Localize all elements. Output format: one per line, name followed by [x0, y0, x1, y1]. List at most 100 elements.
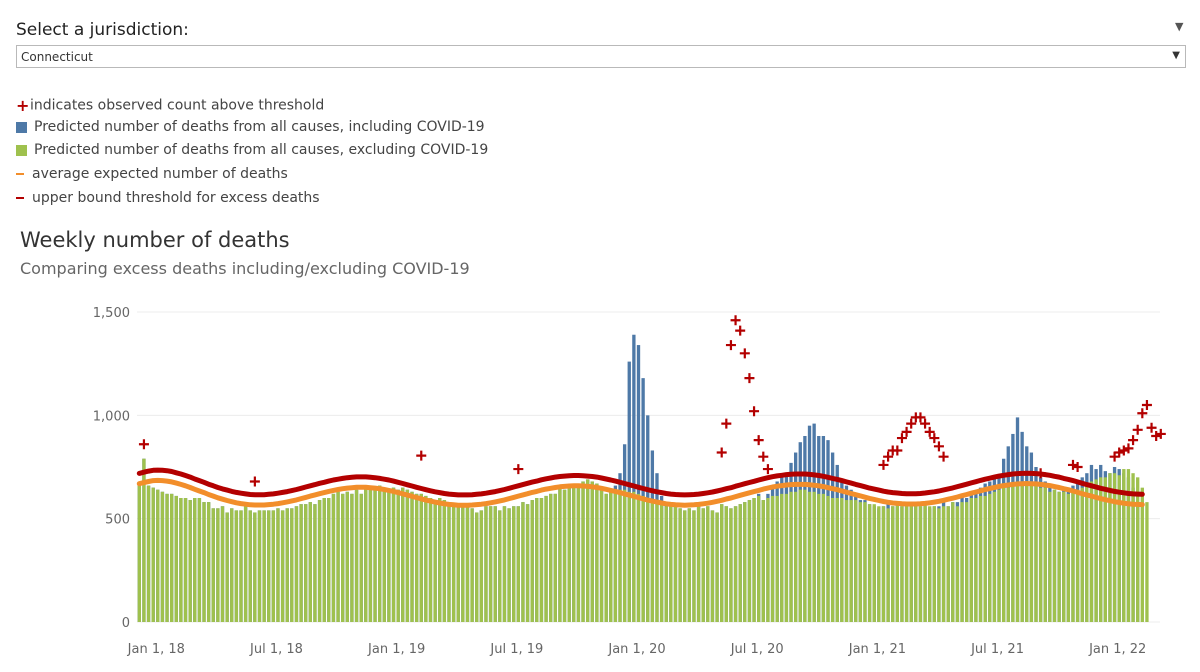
bar-excluding-covid — [456, 506, 460, 622]
bar-excluding-covid — [549, 493, 553, 622]
bar-excluding-covid — [613, 489, 618, 622]
bar-excluding-covid — [854, 500, 858, 622]
x-tick-label: Jan 1, 19 — [367, 642, 425, 657]
above-threshold-marker — [938, 451, 949, 462]
bar-excluding-covid — [160, 491, 165, 622]
x-tick-label: Jul 1, 18 — [249, 642, 303, 657]
bar-excluding-covid — [941, 506, 946, 622]
bar-excluding-covid — [313, 504, 317, 622]
bar-excluding-covid — [659, 504, 664, 622]
above-threshold-marker — [1114, 447, 1125, 458]
bar-excluding-covid — [909, 506, 913, 622]
bar-excluding-covid — [1052, 489, 1057, 622]
above-threshold-marker — [924, 426, 935, 437]
bar-excluding-covid — [798, 489, 802, 622]
bar-excluding-covid — [253, 512, 257, 622]
bar-excluding-covid — [1062, 491, 1066, 622]
average-expected-line — [136, 477, 1145, 508]
bar-excluding-covid — [428, 498, 433, 622]
bar-excluding-covid — [1140, 487, 1144, 622]
bar-excluding-covid — [581, 481, 585, 622]
bar-excluding-covid — [553, 493, 557, 622]
above-threshold-marker — [416, 450, 427, 461]
bar-excluding-covid — [974, 498, 978, 622]
bar-excluding-covid — [447, 502, 451, 622]
above-threshold-marker — [1146, 422, 1157, 433]
bar-excluding-covid — [867, 504, 872, 622]
above-threshold-marker — [906, 418, 917, 429]
y-tick-label: 1,000 — [93, 409, 130, 424]
bar-excluding-covid — [627, 491, 631, 622]
above-threshold-marker — [878, 459, 889, 470]
collapse-caret-icon[interactable]: ▼ — [1175, 20, 1184, 33]
above-threshold-marker — [725, 340, 736, 351]
bar-excluding-covid — [1089, 481, 1094, 622]
bar-excluding-covid — [914, 506, 918, 622]
bar-excluding-covid — [669, 506, 673, 622]
bar-excluding-covid — [387, 491, 391, 622]
bar-excluding-covid — [1029, 483, 1034, 622]
bar-excluding-covid — [877, 506, 881, 622]
bar-excluding-covid — [1099, 477, 1103, 622]
bar-excluding-covid — [364, 487, 368, 622]
bar-excluding-covid — [830, 498, 835, 622]
bar-excluding-covid — [918, 506, 923, 622]
bar-excluding-covid — [780, 493, 784, 622]
bar-excluding-covid — [641, 495, 645, 622]
bar-excluding-covid — [585, 479, 590, 622]
above-threshold-marker — [901, 426, 912, 437]
bar-excluding-covid — [1066, 493, 1071, 622]
bar-excluding-covid — [965, 502, 969, 622]
bar-excluding-covid — [872, 504, 876, 622]
bar-excluding-covid — [738, 504, 742, 622]
bar-excluding-covid — [142, 458, 146, 622]
bar-excluding-covid — [609, 491, 613, 622]
bar-excluding-covid — [419, 493, 423, 622]
bar-excluding-covid — [257, 510, 262, 622]
bar-excluding-covid — [1145, 502, 1149, 622]
bar-excluding-covid — [451, 504, 456, 622]
above-threshold-marker — [1132, 424, 1143, 435]
above-threshold-marker — [249, 476, 260, 487]
bar-excluding-covid — [696, 506, 701, 622]
bar-excluding-covid — [1025, 481, 1029, 622]
above-threshold-marker — [1123, 443, 1134, 454]
bar-excluding-covid — [170, 493, 174, 622]
bar-excluding-covid — [904, 506, 909, 622]
bar-excluding-covid — [290, 508, 294, 622]
bar-excluding-covid — [359, 493, 363, 622]
bar-excluding-covid — [239, 510, 243, 622]
bar-excluding-covid — [350, 493, 354, 622]
above-threshold-marker — [892, 445, 903, 456]
plus-icon: + — [16, 96, 30, 115]
bar-excluding-covid — [757, 495, 761, 622]
bar-excluding-covid — [294, 506, 299, 622]
bar-excluding-covid — [498, 510, 502, 622]
bar-excluding-covid — [151, 487, 155, 622]
above-threshold-marker — [920, 418, 931, 429]
bar-excluding-covid — [382, 487, 386, 622]
bar-excluding-covid — [900, 506, 904, 622]
bar-excluding-covid — [969, 498, 973, 622]
above-threshold-marker — [1137, 408, 1148, 419]
bar-excluding-covid — [234, 510, 239, 622]
bar-excluding-covid — [1122, 469, 1126, 622]
bar-excluding-covid — [701, 508, 705, 622]
bar-excluding-covid — [946, 506, 950, 622]
bar-excluding-covid — [803, 489, 807, 622]
bar-excluding-covid — [761, 500, 765, 622]
bar-excluding-covid — [165, 493, 169, 622]
bar-excluding-covid — [174, 495, 178, 622]
above-threshold-marker — [1118, 445, 1129, 456]
bar-excluding-covid — [863, 502, 867, 622]
jurisdiction-select[interactable]: Connecticut ▼ — [16, 45, 1186, 68]
bar-excluding-covid — [1071, 489, 1075, 622]
above-threshold-marker — [1128, 435, 1139, 446]
bar-excluding-covid — [461, 506, 465, 622]
bar-excluding-covid — [1117, 475, 1121, 622]
bar-excluding-covid — [1038, 487, 1043, 622]
bar-excluding-covid — [1080, 487, 1084, 622]
above-threshold-marker — [933, 441, 944, 452]
weekly-deaths-chart[interactable]: 0 500 1,000 1,500 Jan 1, 18 Jul 1, 18 Jan 1, 1… — [0, 290, 1200, 672]
bar-excluding-covid — [535, 498, 539, 622]
